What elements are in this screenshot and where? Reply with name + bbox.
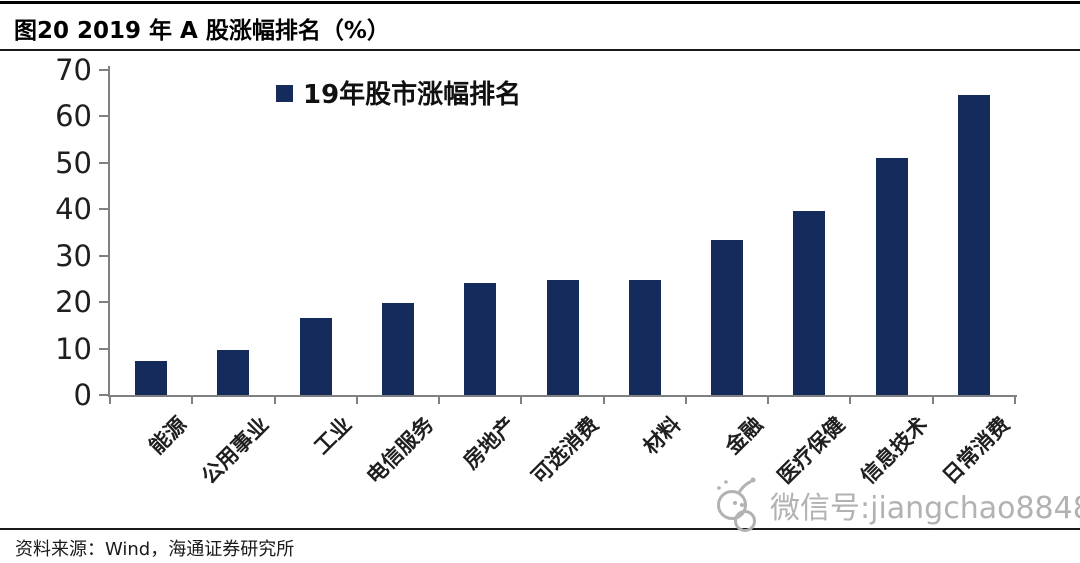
- x-axis-category-label: 公用事业: [197, 412, 274, 489]
- figure-title: 图20 2019 年 A 股涨幅排名（%）: [14, 18, 390, 44]
- y-axis-tick: [99, 208, 108, 211]
- y-axis-tick-label: 10: [55, 331, 92, 366]
- x-axis-line: [108, 395, 1017, 397]
- x-axis-tick: [355, 396, 358, 404]
- bar: [299, 318, 332, 395]
- x-axis-category-label: 能源: [144, 412, 192, 459]
- x-axis-tick: [849, 396, 852, 404]
- y-axis-line: [108, 66, 110, 397]
- x-axis-category-label: 电信服务: [361, 412, 439, 489]
- wechat-icon: [717, 477, 756, 532]
- bar: [217, 350, 250, 395]
- source-note: 资料来源：Wind，海通证券研究所: [15, 539, 295, 560]
- y-axis-tick-label: 60: [55, 99, 92, 134]
- bar: [875, 157, 908, 395]
- y-axis-tick-label: 20: [55, 285, 92, 320]
- bar: [546, 279, 579, 395]
- y-axis-tick: [99, 394, 108, 396]
- x-axis-category-label: 工业: [309, 412, 356, 459]
- x-axis-tick: [109, 396, 111, 404]
- y-axis-tick: [99, 347, 108, 350]
- title-divider: [0, 49, 1080, 51]
- bar: [464, 282, 497, 395]
- x-axis-tick: [191, 396, 194, 404]
- bar-chart: 19年股市涨幅排名 0 10 20 30 40 50 60 70 能源 公用事业 工业 电信服务 房地产…: [0, 52, 1080, 522]
- legend-marker: [276, 85, 293, 102]
- bar: [711, 239, 744, 395]
- x-axis-tick: [767, 396, 770, 404]
- x-axis-category-label: 可选消费: [526, 412, 603, 489]
- y-axis-tick-label: 40: [55, 192, 92, 227]
- x-axis-category-label: 金融: [720, 412, 768, 459]
- y-axis-tick: [99, 301, 108, 304]
- bar: [381, 303, 414, 395]
- y-axis-tick: [99, 115, 108, 118]
- bar: [793, 210, 826, 395]
- y-axis-tick-label: 70: [55, 53, 92, 87]
- y-axis-tick: [99, 69, 108, 71]
- y-axis-tick-label: 50: [55, 145, 92, 180]
- bar: [628, 280, 661, 395]
- x-axis-tick: [684, 396, 687, 404]
- x-axis-tick: [438, 396, 441, 404]
- x-axis-category-label: 材料: [638, 412, 686, 459]
- watermark: 微信号:jiangchao8848: [710, 476, 1080, 534]
- y-axis-tick-label: 0: [73, 378, 92, 412]
- x-axis-tick: [273, 396, 276, 404]
- x-axis-tick: [931, 396, 934, 404]
- footer-divider: [0, 528, 1080, 530]
- x-axis-category-label: 房地产: [458, 412, 521, 474]
- y-axis-tick: [99, 254, 108, 257]
- bar: [135, 360, 168, 395]
- top-divider: [0, 1, 1080, 4]
- bar: [957, 94, 990, 395]
- y-axis-tick: [99, 161, 108, 164]
- x-axis-tick: [520, 396, 523, 404]
- chart-legend: 19年股市涨幅排名: [276, 74, 521, 111]
- watermark-text: 微信号:jiangchao8848: [770, 491, 1080, 526]
- legend-label: 19年股市涨幅排名: [303, 80, 522, 110]
- x-axis-tick: [602, 396, 605, 404]
- y-axis-tick-label: 30: [55, 238, 92, 273]
- x-axis-tick: [1014, 396, 1016, 404]
